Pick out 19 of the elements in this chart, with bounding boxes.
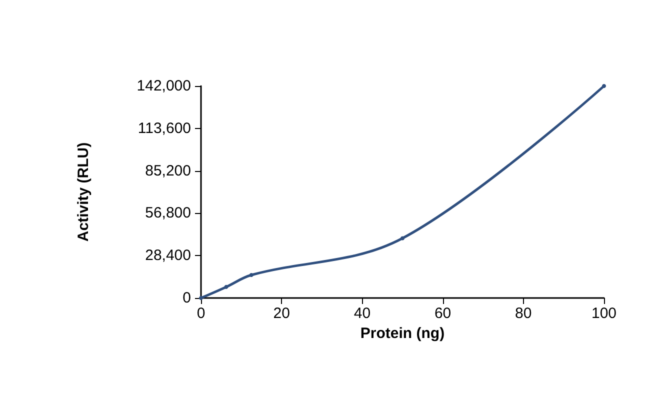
- x-tick-label: 100: [591, 305, 617, 322]
- y-tick-label: 0: [182, 290, 191, 306]
- y-tick-label: 28,400: [145, 247, 191, 264]
- point: [199, 296, 203, 300]
- y-tick-label: 56,800: [145, 204, 191, 222]
- point: [224, 284, 228, 289]
- x-tick-label: 80: [515, 305, 532, 322]
- x-tick-label: 20: [273, 305, 290, 322]
- x-tick-label: 0: [196, 305, 206, 322]
- x-tick-label: 60: [434, 305, 452, 322]
- y-tick-label: 85,200: [145, 162, 191, 180]
- y-tick-label: 113,600: [138, 120, 191, 137]
- x-axis-title: Protein (ng): [360, 324, 445, 342]
- x-tick-label: 40: [354, 305, 371, 322]
- y-axis-title: Activity (RLU): [75, 142, 92, 242]
- point: [249, 273, 254, 278]
- y-tick-label: 142,000: [136, 78, 191, 94]
- point: [400, 236, 404, 240]
- point: [602, 84, 606, 88]
